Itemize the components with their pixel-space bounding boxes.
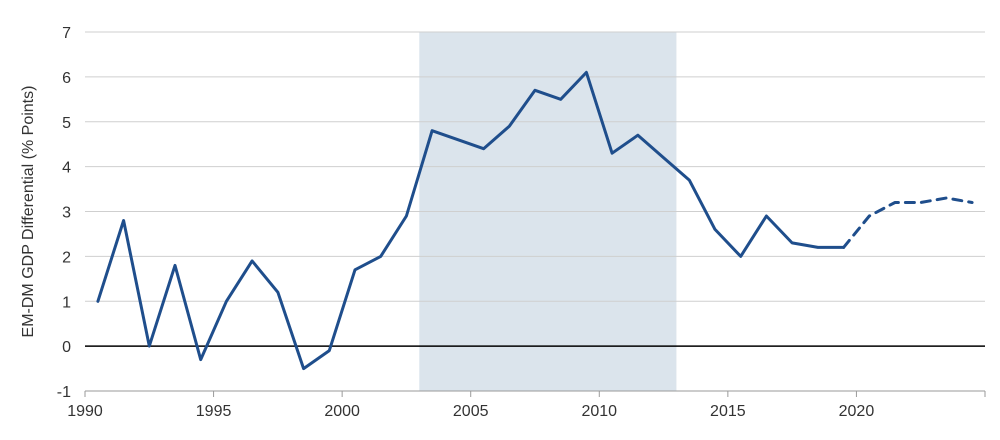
y-tick-label: 0 <box>62 339 71 356</box>
axes <box>84 390 986 397</box>
x-tick-label: 2020 <box>839 403 875 420</box>
y-tick-label: -1 <box>57 384 71 401</box>
x-tick-label: 2005 <box>453 403 489 420</box>
y-tick-label: 1 <box>62 294 71 311</box>
y-tick-label: 2 <box>62 249 71 266</box>
y-tick-label: 7 <box>62 25 71 42</box>
y-axis-title: EM-DM GDP Differential (% Points) <box>20 86 37 338</box>
y-tick-label: 5 <box>62 115 71 132</box>
gridlines <box>85 31 985 347</box>
y-tick-label: 4 <box>62 160 71 177</box>
tick-labels: -1 0 1 2 3 4 5 6 7 1990 1995 2000 2005 2010 2015 2020 <box>57 25 875 420</box>
x-tick-label: 1990 <box>67 403 103 420</box>
y-tick-label: 3 <box>62 205 71 222</box>
x-tick-label: 1995 <box>196 403 232 420</box>
y-tick-label: 6 <box>62 70 71 87</box>
x-tick-label: 2010 <box>581 403 617 420</box>
historical-series-line <box>96 70 846 371</box>
forecast-series-line <box>842 196 974 249</box>
series-lines <box>96 70 974 371</box>
x-tick-label: 2000 <box>324 403 360 420</box>
x-tick-label: 2015 <box>710 403 746 420</box>
